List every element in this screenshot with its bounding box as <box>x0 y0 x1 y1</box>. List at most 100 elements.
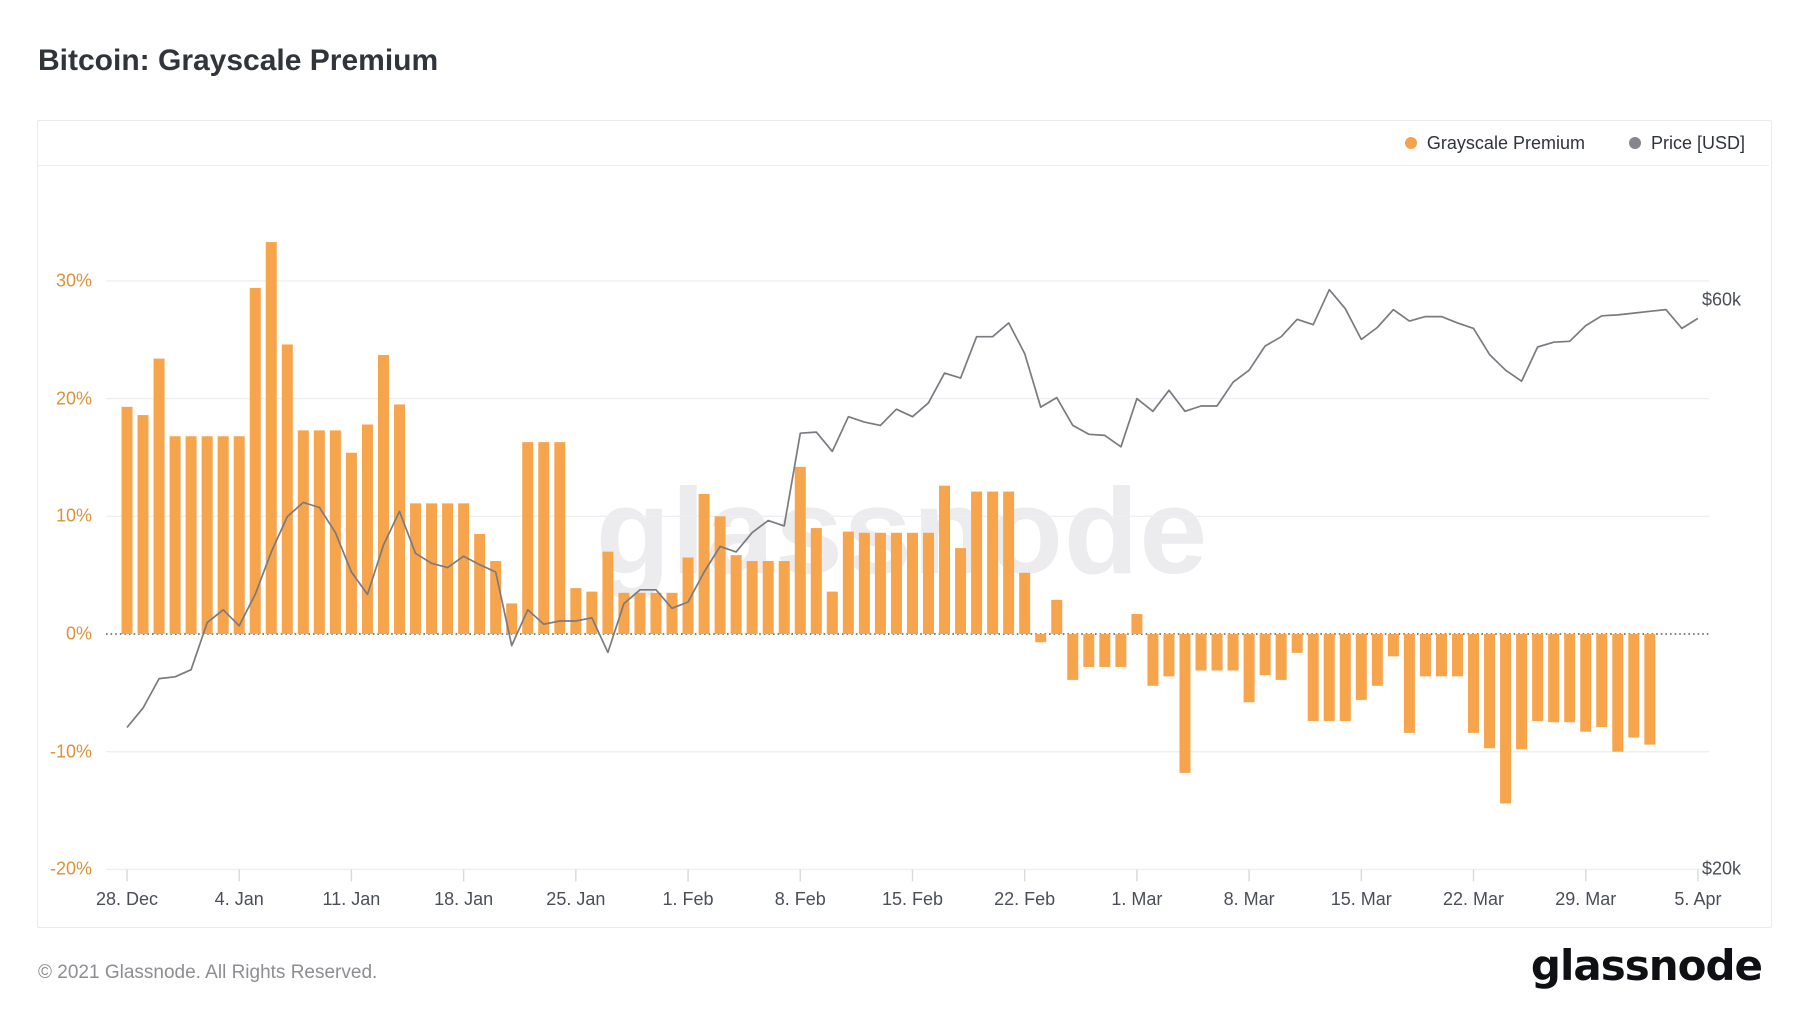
premium-bar[interactable] <box>1323 634 1335 722</box>
premium-bar[interactable] <box>1564 634 1576 723</box>
premium-bar[interactable] <box>1131 613 1143 634</box>
premium-bar[interactable] <box>586 591 598 634</box>
premium-bar[interactable] <box>1147 634 1159 686</box>
premium-bar[interactable] <box>217 436 229 634</box>
premium-bar[interactable] <box>634 592 646 634</box>
premium-bar[interactable] <box>810 528 822 634</box>
y-axis-label-right: $20k <box>1702 858 1742 879</box>
premium-bar[interactable] <box>442 503 454 634</box>
premium-bar[interactable] <box>890 532 902 634</box>
premium-bar[interactable] <box>650 592 662 634</box>
premium-bar[interactable] <box>538 442 550 634</box>
premium-bar[interactable] <box>1419 634 1431 677</box>
premium-bar[interactable] <box>842 531 854 634</box>
premium-bar[interactable] <box>1211 634 1223 671</box>
premium-bar[interactable] <box>987 491 999 634</box>
premium-bar[interactable] <box>490 561 502 634</box>
premium-bar[interactable] <box>1163 634 1175 677</box>
premium-bar[interactable] <box>939 485 951 634</box>
premium-bar[interactable] <box>971 491 983 634</box>
premium-bar[interactable] <box>1403 634 1415 733</box>
premium-bar[interactable] <box>1035 634 1047 643</box>
premium-bar[interactable] <box>570 588 582 634</box>
premium-bar[interactable] <box>1451 634 1463 677</box>
premium-bar[interactable] <box>297 430 309 634</box>
premium-bar[interactable] <box>1003 491 1015 634</box>
premium-bar[interactable] <box>1291 634 1303 653</box>
legend-item-grayscale-premium[interactable]: Grayscale Premium <box>1404 133 1585 154</box>
premium-bar[interactable] <box>554 442 566 634</box>
premium-bar[interactable] <box>1532 634 1544 722</box>
premium-bar[interactable] <box>1484 634 1496 749</box>
premium-bar[interactable] <box>121 406 133 634</box>
premium-bar[interactable] <box>1195 634 1207 671</box>
premium-bar[interactable] <box>826 591 838 634</box>
premium-bar[interactable] <box>1339 634 1351 722</box>
premium-bar[interactable] <box>506 603 518 634</box>
premium-bar[interactable] <box>778 561 790 634</box>
premium-bar[interactable] <box>1355 634 1367 700</box>
premium-bar[interactable] <box>185 436 197 634</box>
premium-bar[interactable] <box>1628 634 1640 738</box>
premium-bar[interactable] <box>874 532 886 634</box>
premium-bar[interactable] <box>249 287 261 634</box>
premium-bar[interactable] <box>1099 634 1111 667</box>
premium-bar[interactable] <box>1612 634 1624 752</box>
premium-bar[interactable] <box>1435 634 1447 677</box>
premium-bar[interactable] <box>1179 634 1191 773</box>
premium-bar[interactable] <box>714 516 726 634</box>
premium-bar[interactable] <box>1596 634 1608 727</box>
premium-bar[interactable] <box>1019 572 1031 634</box>
premium-bar[interactable] <box>618 592 630 634</box>
premium-bar[interactable] <box>858 532 870 634</box>
price-line[interactable] <box>126 288 1699 729</box>
premium-bar[interactable] <box>394 404 406 634</box>
premium-bar[interactable] <box>201 436 213 634</box>
premium-bar[interactable] <box>426 503 438 634</box>
premium-bar[interactable] <box>458 503 470 634</box>
premium-bar[interactable] <box>1067 634 1079 680</box>
premium-bar[interactable] <box>1307 634 1319 722</box>
premium-bar[interactable] <box>137 415 149 634</box>
premium-bar[interactable] <box>1580 634 1592 732</box>
premium-bar[interactable] <box>153 358 165 634</box>
premium-bar[interactable] <box>345 452 357 634</box>
premium-bar[interactable] <box>1051 599 1063 634</box>
premium-bar[interactable] <box>682 557 694 634</box>
premium-bar[interactable] <box>233 436 245 634</box>
premium-bar[interactable] <box>955 548 967 634</box>
premium-bar[interactable] <box>281 344 293 634</box>
premium-bar[interactable] <box>746 561 758 634</box>
premium-bar[interactable] <box>602 551 614 634</box>
premium-bar[interactable] <box>906 532 918 634</box>
premium-bar[interactable] <box>923 532 934 634</box>
premium-bar[interactable] <box>1259 634 1271 676</box>
premium-bar[interactable] <box>1548 634 1560 723</box>
premium-bar[interactable] <box>1115 634 1127 667</box>
premium-bar[interactable] <box>410 503 422 634</box>
premium-bar[interactable] <box>313 430 325 634</box>
premium-bar[interactable] <box>762 561 774 634</box>
premium-bar[interactable] <box>1275 634 1287 680</box>
premium-bar[interactable] <box>1243 634 1255 703</box>
premium-bar[interactable] <box>730 555 742 634</box>
premium-bar[interactable] <box>169 436 181 634</box>
premium-bar[interactable] <box>522 442 534 634</box>
premium-bar[interactable] <box>666 592 678 634</box>
legend-item-price-usd[interactable]: Price [USD] <box>1628 133 1745 154</box>
premium-bar[interactable] <box>1387 634 1399 657</box>
premium-bar[interactable] <box>1371 634 1383 686</box>
premium-bar[interactable] <box>377 355 389 634</box>
premium-bar[interactable] <box>1500 634 1512 804</box>
premium-bar[interactable] <box>1083 634 1095 667</box>
premium-bar[interactable] <box>1644 634 1656 745</box>
premium-bar[interactable] <box>474 533 486 634</box>
premium-bar[interactable] <box>794 466 806 634</box>
premium-bar[interactable] <box>265 242 277 634</box>
premium-bar[interactable] <box>1516 634 1528 750</box>
premium-bar[interactable] <box>361 424 373 634</box>
premium-bar[interactable] <box>698 493 710 634</box>
premium-bar[interactable] <box>1227 634 1239 671</box>
premium-bar[interactable] <box>1468 634 1480 733</box>
